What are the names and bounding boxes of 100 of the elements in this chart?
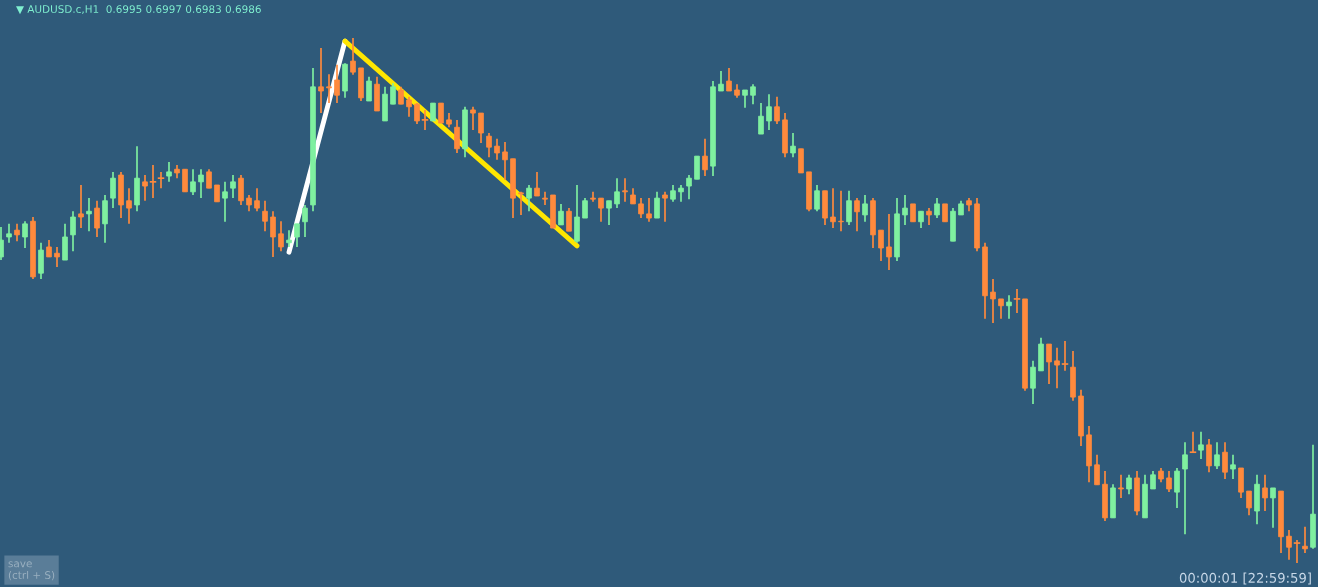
candlestick: [454, 119, 460, 154]
candlestick: [126, 187, 132, 225]
candlestick: [142, 174, 148, 202]
candlestick: [494, 137, 500, 161]
candlestick: [262, 199, 268, 233]
candlestick: [390, 82, 396, 105]
candlestick: [526, 184, 532, 213]
candlestick: [54, 246, 60, 268]
candlestick: [1094, 454, 1100, 486]
candlestick: [294, 223, 300, 248]
candlestick: [366, 76, 372, 102]
candlestick: [678, 184, 684, 203]
candlestick: [1013, 288, 1021, 314]
candlestick: [1230, 454, 1236, 480]
candlestick: [166, 161, 172, 183]
candlestick: [774, 95, 780, 125]
candlestick: [702, 137, 708, 177]
candlestick: [878, 229, 884, 262]
candlestick: [78, 184, 84, 229]
candlestick: [1182, 441, 1188, 535]
candlestick: [6, 223, 12, 244]
candlestick: [534, 171, 540, 197]
candlestick: [1174, 467, 1180, 509]
candlestick: [1206, 438, 1212, 474]
candlestick: [254, 187, 260, 213]
candlestick: [1189, 430, 1197, 454]
candlestick: [286, 229, 292, 248]
candlestick: [70, 210, 76, 252]
candlestick: [470, 105, 476, 131]
candlestick: [110, 171, 116, 209]
candlestick: [790, 132, 796, 159]
candlestick: [886, 213, 892, 271]
candlestick: [1270, 487, 1276, 529]
candlestick: [614, 177, 620, 209]
candlestick: [406, 95, 412, 118]
candlestick: [566, 207, 572, 233]
candlestick: [694, 155, 700, 181]
candlestick: [38, 241, 44, 280]
candlestick: [86, 197, 92, 233]
candlestick: [302, 204, 308, 238]
candlestick: [1166, 470, 1172, 493]
candlestick: [606, 199, 612, 226]
candlestick: [238, 174, 244, 206]
candlestick: [502, 141, 508, 181]
candlestick: [662, 190, 668, 223]
text: 00:00:01 [22:59:59]: [1179, 572, 1311, 585]
candlestick: [758, 102, 764, 135]
candlestick: [438, 102, 444, 124]
candlestick: [182, 168, 188, 193]
candlestick: [750, 83, 756, 105]
candlestick: [622, 177, 628, 203]
candlestick: [478, 112, 484, 144]
candlestick: [318, 47, 324, 114]
candlestick: [486, 132, 492, 159]
candlestick: [766, 93, 772, 131]
candlestick: [542, 190, 548, 206]
candlestick: [654, 190, 660, 219]
candlestick: [582, 197, 588, 219]
candlestick: [998, 298, 1004, 320]
candlestick: [1006, 294, 1012, 320]
candlestick: [854, 197, 860, 233]
candlestick: [990, 278, 996, 324]
candlestick: [1246, 490, 1252, 517]
candlestick: [1198, 430, 1204, 460]
annotation: save (ctrl + S): [8, 561, 55, 581]
candlestick: [1030, 360, 1036, 405]
candlestick: [1046, 343, 1052, 385]
candlestick: [902, 194, 908, 226]
candlestick: [414, 102, 420, 125]
candlestick: [934, 197, 940, 219]
candlestick: [686, 174, 692, 201]
candlestick: [862, 194, 868, 223]
candlestick: [1302, 525, 1308, 554]
candlestick: [222, 181, 228, 223]
candlestick: [350, 37, 356, 76]
candlestick: [1214, 441, 1220, 470]
candlestick: [646, 197, 652, 223]
candlestick: [598, 197, 604, 223]
candlestick: [230, 174, 236, 199]
candlestick: [1118, 473, 1124, 499]
candlestick: [198, 168, 204, 199]
candlestick: [102, 194, 108, 244]
candlestick: [206, 168, 212, 189]
candlestick: [726, 67, 732, 92]
text: ▼ AUDUSD.c,H1 0.6995 0.6997 0.6983 0.6986: [16, 5, 261, 15]
candlestick: [830, 187, 836, 229]
candlestick: [149, 164, 157, 199]
candlestick: [270, 210, 276, 258]
candlestick: [814, 184, 820, 213]
candlestick: [22, 220, 28, 249]
candlestick: [334, 63, 340, 104]
candlestick: [326, 73, 332, 104]
candlestick: [1262, 473, 1268, 512]
candlestick: [190, 168, 196, 196]
candlestick: [1293, 539, 1301, 564]
candlestick: [94, 199, 100, 238]
candlestick: [718, 70, 724, 92]
candlestick: [157, 171, 165, 189]
candlestick: [638, 197, 644, 219]
candlestick: [278, 220, 284, 252]
